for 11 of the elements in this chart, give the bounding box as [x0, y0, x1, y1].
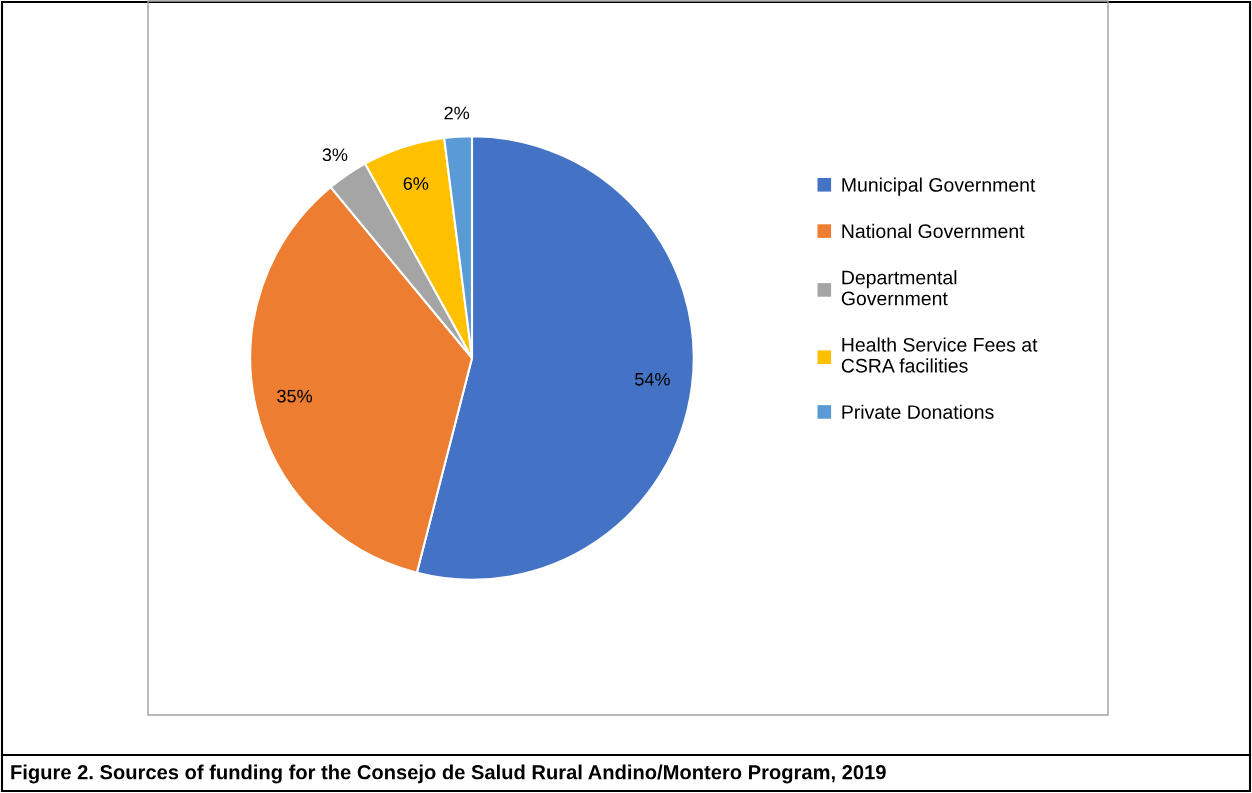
data-label: 54% [635, 372, 670, 386]
data-label: 2% [444, 106, 470, 120]
data-label: 35% [277, 389, 312, 403]
legend-label: Municipal Government [842, 177, 1036, 196]
caption: Figure 2. Sources of funding for the Consejo de Salud Rural Andino/Montero Program, 2019 [11, 764, 886, 784]
data-label: 6% [403, 177, 429, 190]
legend-label: Departmental Government [841, 270, 957, 306]
legend-label: National Government [842, 223, 1025, 239]
data-label: 3% [322, 148, 348, 162]
legend-label: Private Donations [842, 404, 994, 419]
legend-label: Health Service Fees at CSRA facilities [841, 337, 1038, 373]
